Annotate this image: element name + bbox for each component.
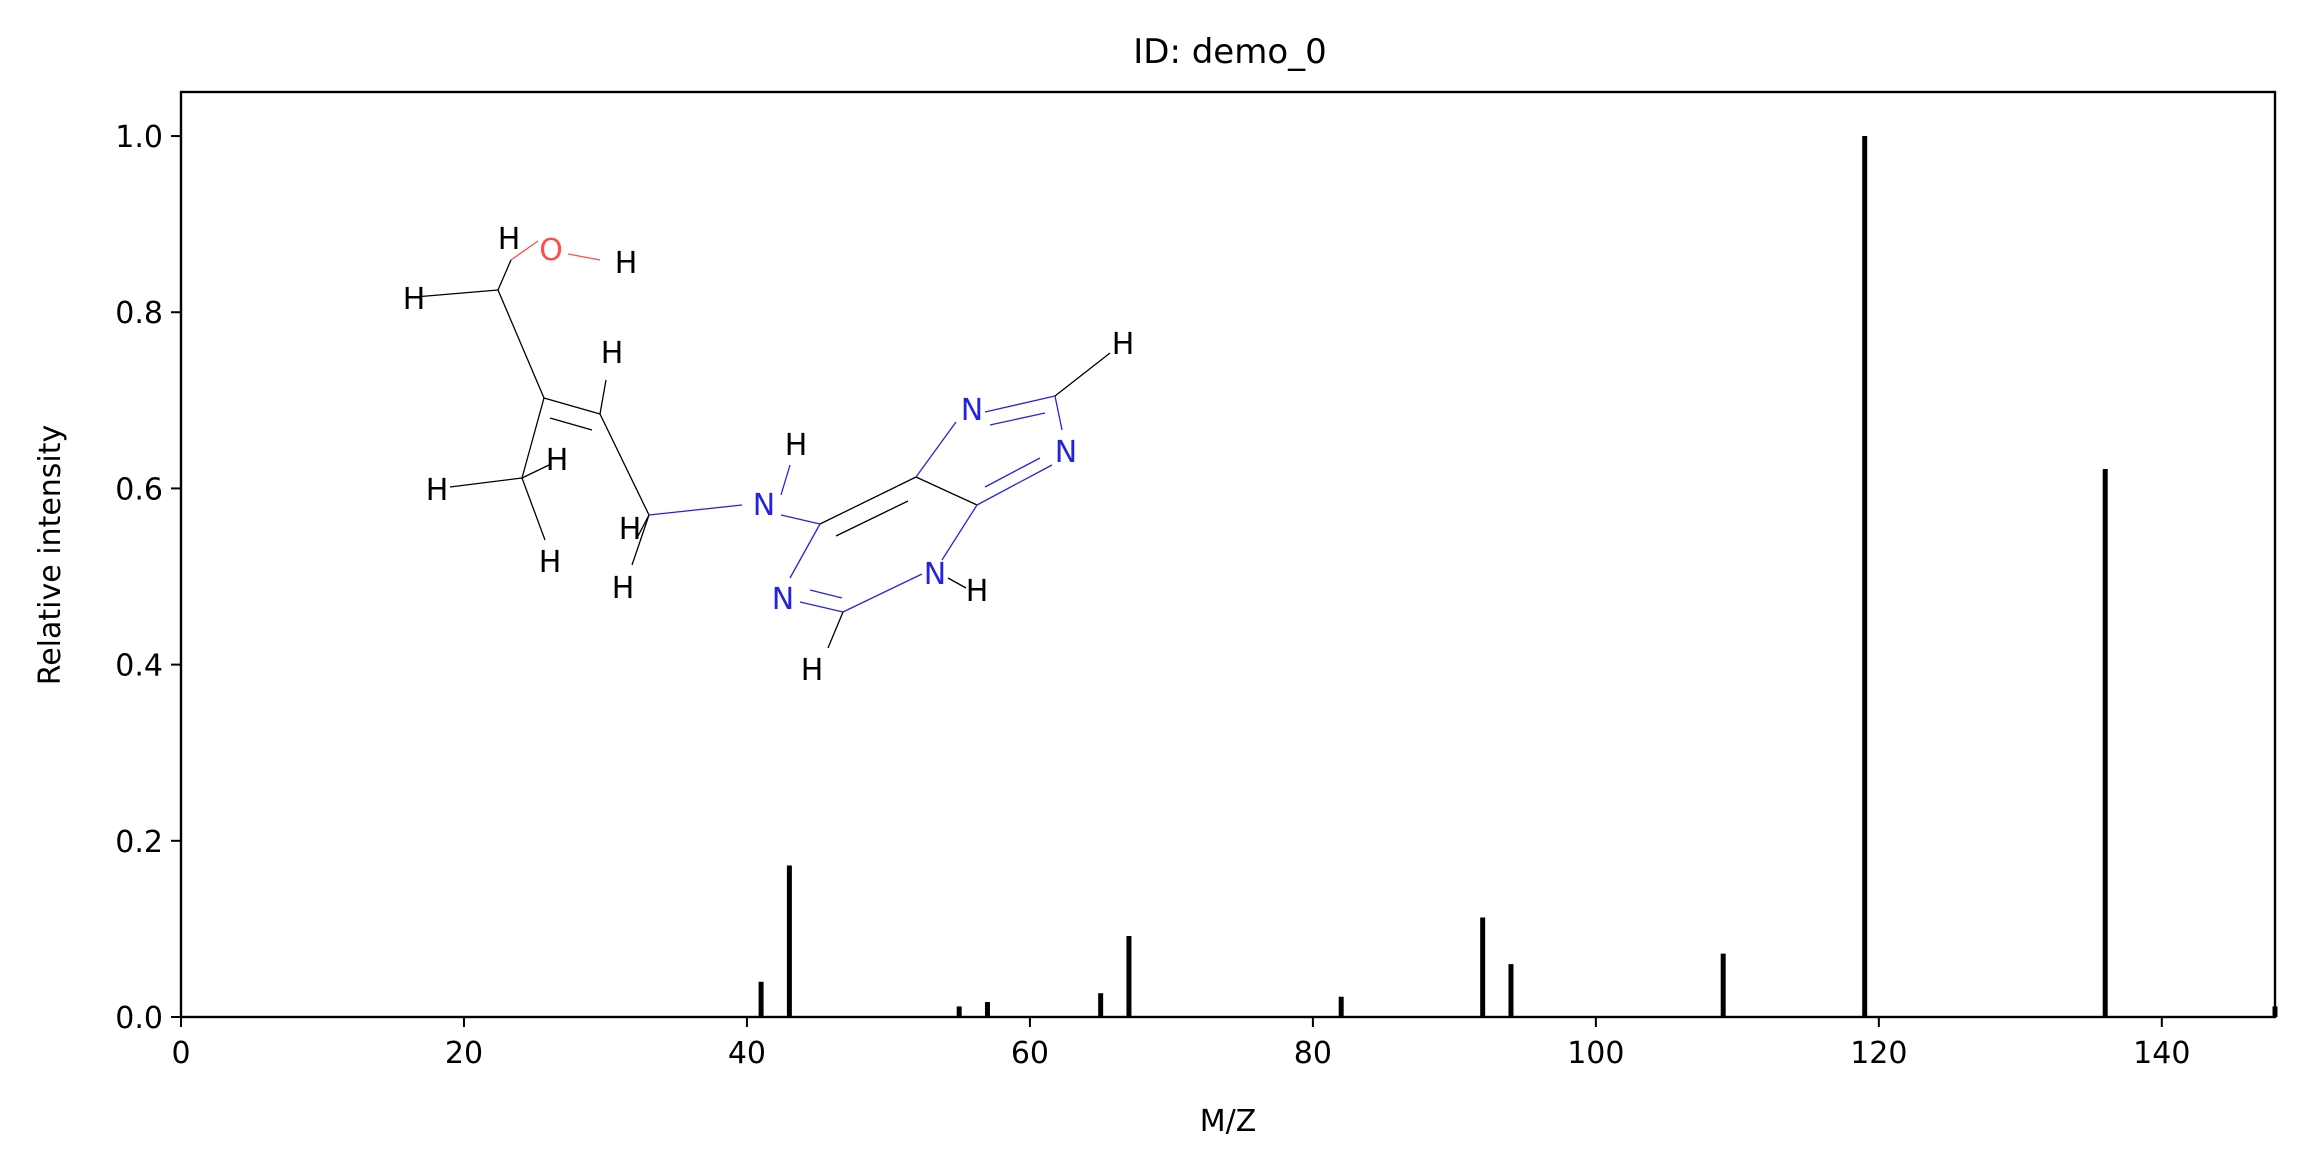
atom-N3: N (924, 557, 946, 592)
atom-N5: N (1055, 435, 1077, 470)
x-axis-label: M/Z (1200, 1104, 1257, 1139)
y-tick-label: 0.4 (115, 649, 163, 684)
x-tick-label: 100 (1567, 1036, 1624, 1071)
atom-N4: N (961, 393, 983, 428)
x-axis-ticks: 0 20 40 60 80 100 120 140 (171, 1017, 2190, 1071)
atom-H11: H (612, 571, 635, 606)
atom-O1: O (539, 233, 563, 268)
molecule-bonds (414, 240, 1111, 649)
atom-N2: N (772, 582, 794, 617)
atom-H3: H (403, 282, 426, 317)
x-tick-label: 120 (1850, 1036, 1907, 1071)
y-tick-label: 0.0 (115, 1001, 163, 1036)
molecule-structure: O N N N N N H H H H H H H H H H H H H (403, 222, 1135, 688)
atom-H8: H (426, 473, 449, 508)
atom-H5: H (785, 428, 808, 463)
atom-H2: H (615, 246, 638, 281)
atom-H4: H (601, 336, 624, 371)
x-tick-label: 60 (1011, 1036, 1049, 1071)
y-axis-label: Relative intensity (33, 425, 68, 686)
molecule-atom-labels: O N N N N N H H H H H H H H H H H H H (403, 222, 1135, 688)
x-tick-label: 40 (728, 1036, 766, 1071)
atom-H9: H (619, 512, 642, 547)
atom-H10: H (539, 545, 562, 580)
x-tick-label: 20 (445, 1036, 483, 1071)
y-axis-ticks: 0.0 0.2 0.4 0.6 0.8 1.0 (115, 120, 181, 1036)
x-tick-label: 0 (171, 1036, 190, 1071)
x-tick-label: 80 (1294, 1036, 1332, 1071)
y-tick-label: 1.0 (115, 120, 163, 155)
atom-H6: H (1112, 327, 1135, 362)
atom-H1: H (498, 222, 521, 257)
atom-N1: N (753, 488, 775, 523)
atom-H12: H (966, 574, 989, 609)
y-tick-label: 0.6 (115, 472, 163, 507)
x-tick-label: 140 (2133, 1036, 2190, 1071)
y-tick-label: 0.8 (115, 296, 163, 331)
atom-H13: H (801, 653, 824, 688)
plot-frame (179, 90, 2277, 1019)
y-tick-label: 0.2 (115, 825, 163, 860)
chart-title: ID: demo_0 (1133, 32, 1327, 72)
atom-H7: H (546, 443, 569, 478)
